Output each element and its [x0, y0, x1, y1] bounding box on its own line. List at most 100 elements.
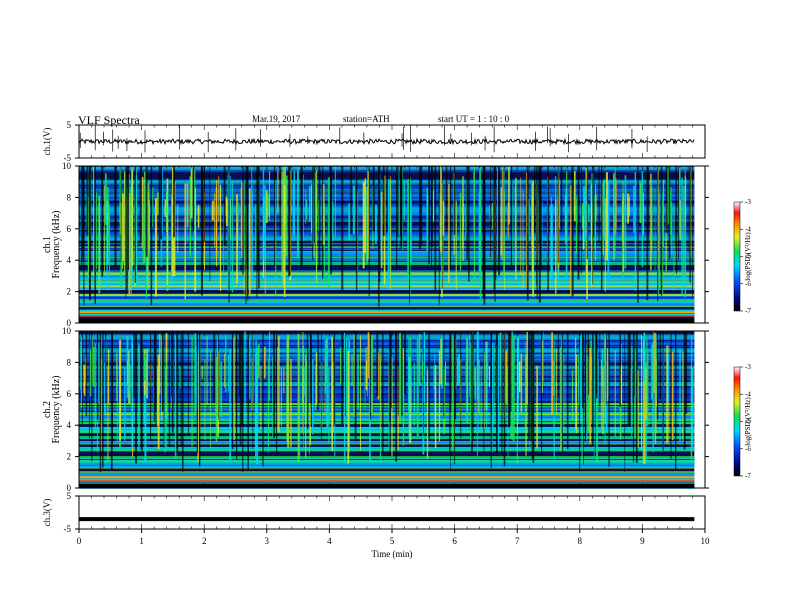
ch1-dark-streak [172, 166, 176, 238]
ch2-sferic [642, 339, 645, 464]
ch2-sferic [409, 337, 412, 386]
ch2-sferic [351, 353, 353, 386]
ch2-sferic [156, 366, 159, 426]
ch2-dark-streak [140, 331, 142, 399]
ch2-band [79, 354, 695, 357]
ch1-dark-streak [493, 166, 495, 290]
ch1-sferic [555, 199, 557, 294]
ch2-sferic [191, 337, 193, 449]
ch1-sferic [297, 167, 299, 259]
ch2-sferic [416, 338, 419, 437]
ch1-band [79, 299, 695, 302]
ch2-sferic [402, 359, 404, 416]
ch1-band [79, 295, 695, 298]
ch2-sferic [560, 347, 562, 452]
ch1-dark-streak [431, 166, 432, 269]
ch1-hot-line [79, 315, 695, 317]
ch2-sferic [174, 335, 177, 459]
ch2-dark-streak [450, 331, 451, 472]
ch1-sferic [627, 193, 629, 224]
ch2-dark-streak [541, 331, 543, 456]
ch2-band [79, 367, 695, 370]
ch1-dark-streak [533, 166, 536, 233]
ch1-sferic [211, 200, 214, 221]
ch2-dark-streak [88, 331, 90, 439]
ch2-dark-streak [213, 331, 216, 403]
ch2-sferic [365, 360, 368, 391]
ch1-dark-streak [646, 166, 649, 301]
ch2-dark-streak [510, 331, 512, 412]
ch1-colorbar-tick-label: -4 [745, 225, 751, 233]
xtick-label: 7 [515, 536, 520, 546]
ch2-hot-line [79, 476, 695, 479]
ch2-band [79, 344, 695, 346]
ch2-sferic [364, 366, 366, 409]
ch1-sferic [448, 184, 450, 283]
ch1-sferic [255, 204, 257, 262]
ch1-sferic [593, 195, 595, 250]
ch1-band [79, 236, 695, 240]
ch1-dark-streak [201, 166, 203, 243]
ch1-sferic [228, 175, 231, 289]
ch1-dark-streak [577, 166, 580, 280]
ch2-sferic [123, 367, 126, 441]
ch1-dark-streak [125, 166, 127, 299]
ch2-band [79, 415, 695, 418]
ch2-sferic [101, 336, 103, 429]
ch2-sferic [280, 368, 282, 427]
ch1-dark-streak [540, 166, 542, 270]
ch1-dark-streak [94, 166, 96, 304]
ch2-dark-streak [317, 331, 319, 411]
ch2-sferic [201, 365, 203, 379]
ch1-band [79, 313, 695, 316]
ch2-dark-streak [309, 331, 312, 404]
station-label: station=ATH [343, 114, 390, 124]
ch2-sferic [434, 353, 436, 426]
ch1-sferic [398, 185, 400, 235]
ch1-ylabel: Frequency (kHz) [51, 210, 62, 278]
ch2-sferic [164, 346, 166, 385]
ch2-dark-streak [85, 331, 88, 417]
ch2-sferic [408, 337, 410, 438]
ch2-sferic [413, 363, 416, 426]
ch1-band [79, 261, 695, 264]
ch2-sferic [505, 366, 508, 404]
ch1-sferic [624, 175, 627, 269]
ch1-sferic [131, 168, 134, 266]
ch2-dark-streak [181, 331, 184, 472]
ch1-sferic [166, 178, 169, 286]
ch1-sferic [238, 202, 240, 288]
ch2-band [79, 465, 695, 469]
ch2-dark-streak [599, 331, 601, 406]
ch2-band [79, 446, 695, 450]
ch2-band [79, 442, 695, 444]
ch2-sferic [217, 350, 219, 437]
ch2-sferic [90, 350, 92, 397]
ch2-sferic [367, 331, 369, 379]
ch2-dark-streak [154, 331, 157, 411]
ch2-band [79, 345, 695, 348]
ch2-band [79, 342, 695, 345]
ch2-sferic [272, 356, 274, 437]
ch1-band [79, 303, 695, 307]
ch2-sferic [379, 347, 381, 431]
ch1-sferic [155, 198, 157, 297]
ch2-colorbar [733, 366, 741, 477]
ch2-sferic [586, 355, 588, 441]
ch2-colorbar-tick-label: -4 [745, 390, 751, 398]
ch1-sferic [595, 184, 597, 262]
ch1-sferic [194, 170, 196, 235]
ch2-band [79, 478, 695, 482]
xtick-label: 6 [452, 536, 457, 546]
ch1-dark-streak [89, 166, 91, 297]
ch1-sferic [105, 203, 107, 225]
ch2-sferic [206, 336, 208, 405]
ch1-sferic [667, 166, 670, 225]
ch2-sferic [286, 338, 288, 428]
ch2-sferic [225, 335, 227, 392]
ch2-ytick-label: 0 [67, 483, 72, 493]
ch1-dark-streak [547, 166, 549, 293]
ch1-dark-streak [560, 166, 563, 231]
ch2-sferic [255, 339, 257, 450]
